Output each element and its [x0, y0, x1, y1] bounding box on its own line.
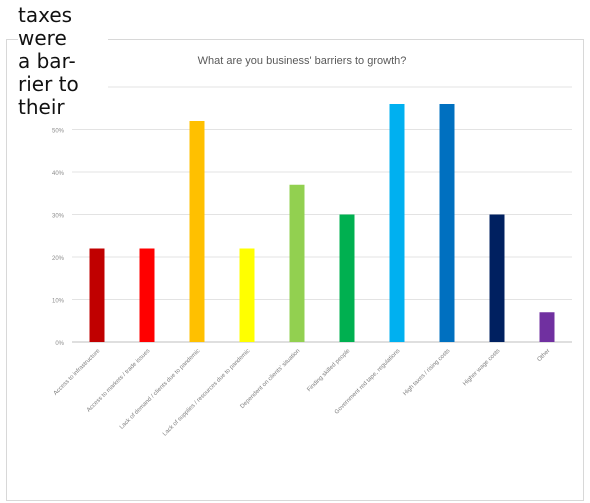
side-text-line: taxes	[18, 3, 73, 27]
x-tick-label: Finding skilled people	[306, 348, 352, 394]
x-tick-label: Dependent on clients' situation	[240, 348, 302, 410]
bar	[489, 214, 505, 342]
bar	[339, 214, 355, 342]
bar	[189, 121, 205, 342]
side-text-line: rier to	[18, 72, 79, 96]
bar	[239, 248, 255, 342]
x-tick-label: Access to infrastructure	[53, 348, 102, 397]
y-tick-label: 0%	[55, 341, 64, 347]
y-tick-label: 10%	[52, 299, 65, 305]
x-tick-label: Lack of demand / clients due to pandemic	[119, 348, 202, 431]
side-text-line: their	[18, 95, 65, 119]
x-tick-label: Lack of supplies / resources due to pand…	[162, 348, 251, 437]
bar	[89, 248, 105, 342]
y-tick-label: 40%	[52, 171, 65, 177]
x-tick-label: Higher wage costs	[462, 348, 501, 387]
y-tick-label: 20%	[52, 256, 65, 262]
x-tick-label: Other	[537, 348, 552, 363]
bar	[139, 248, 155, 342]
side-text: taxes were a bar- rier to their	[18, 4, 108, 119]
bar	[389, 104, 405, 342]
x-tick-label: High taxes / rising costs	[402, 348, 451, 397]
y-tick-label: 30%	[52, 214, 65, 220]
y-tick-label: 50%	[52, 129, 65, 135]
chart-title: What are you business' barriers to growt…	[198, 55, 407, 67]
gridlines	[72, 86, 572, 343]
bars	[89, 104, 555, 342]
bar	[439, 104, 455, 342]
bar	[539, 312, 555, 342]
side-text-line: a bar-	[18, 49, 76, 73]
y-axis-labels: 0%10%20%30%40%50%60%	[52, 86, 65, 347]
bar	[289, 184, 305, 342]
side-text-line: were	[18, 26, 67, 50]
